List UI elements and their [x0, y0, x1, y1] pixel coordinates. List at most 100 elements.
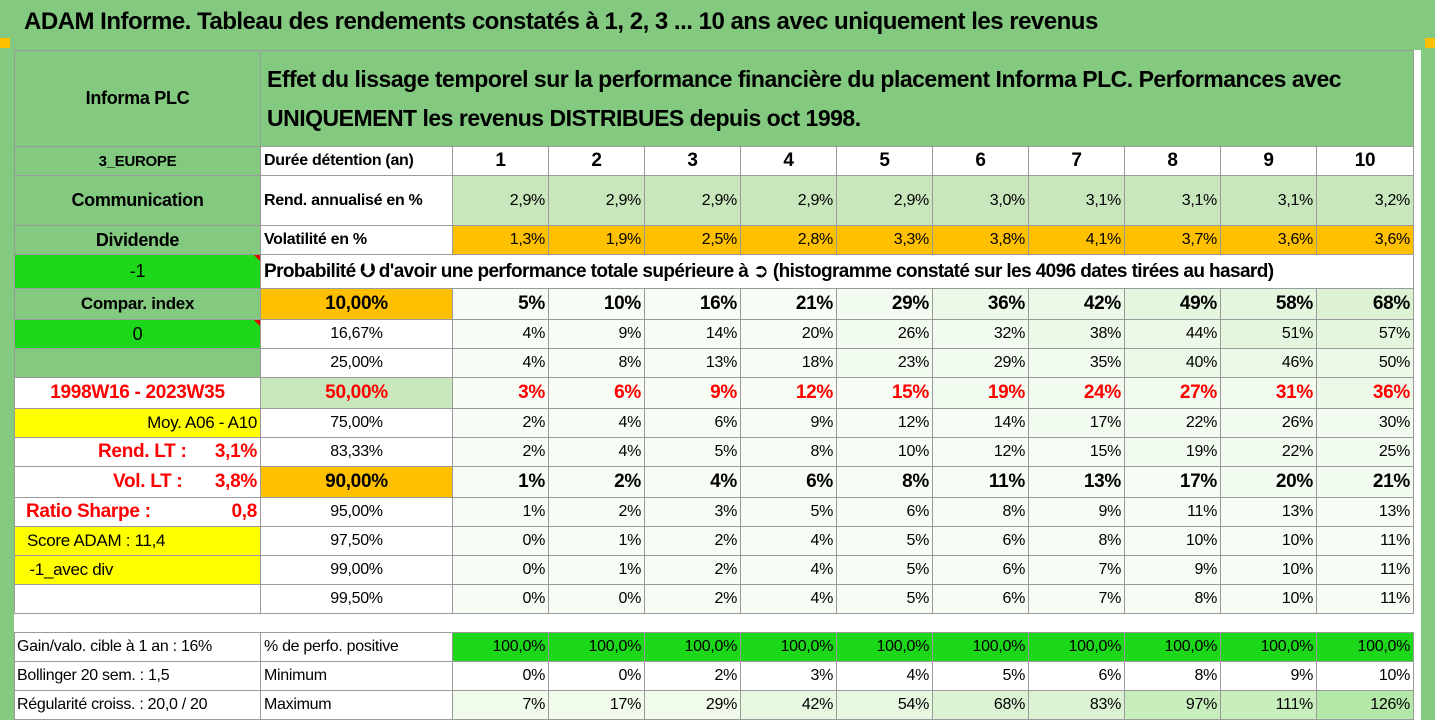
pos-cell: 100,0% — [1220, 632, 1317, 662]
max-cell: 42% — [740, 690, 837, 720]
prob-cell: 24% — [1028, 377, 1125, 409]
pos-cell: 100,0% — [932, 632, 1029, 662]
min-cell: 9% — [1220, 661, 1317, 691]
year-cell: 3 — [644, 146, 741, 176]
prob-cell: 9% — [548, 319, 645, 349]
prob-cell: 25% — [1316, 437, 1414, 467]
prob-cell: 6% — [932, 584, 1029, 614]
vol-cell: 1,9% — [548, 225, 645, 255]
prob-cell: 38% — [1028, 319, 1125, 349]
min-cell: 2% — [644, 661, 741, 691]
sector: Communication — [14, 175, 261, 226]
year-cell: 6 — [932, 146, 1029, 176]
percentile-cell: 83,33% — [260, 437, 453, 467]
rend-cell: 3,2% — [1316, 175, 1414, 226]
minus-one-cell[interactable]: -1 — [14, 254, 261, 289]
prob-cell: 29% — [836, 288, 933, 320]
rend-cell: 2,9% — [452, 175, 549, 226]
pos-cell: 100,0% — [1124, 632, 1221, 662]
prob-cell: 18% — [740, 348, 837, 378]
returns-table: Informa PLC Effet du lissage temporel su… — [14, 50, 1414, 614]
vol-lt-label: Vol. LT : — [113, 471, 183, 492]
percentile-cell: 25,00% — [260, 348, 453, 378]
prob-cell: 8% — [932, 497, 1029, 527]
prob-cell: 8% — [1028, 526, 1125, 556]
prob-cell: 40% — [1124, 348, 1221, 378]
prob-cell: 14% — [644, 319, 741, 349]
prob-cell: 9% — [644, 377, 741, 409]
prob-cell: 7% — [1028, 584, 1125, 614]
max-cell: 17% — [548, 690, 645, 720]
prob-cell: 4% — [740, 584, 837, 614]
year-cell: 4 — [740, 146, 837, 176]
rend-cell: 2,9% — [548, 175, 645, 226]
rend-cell: 3,1% — [1124, 175, 1221, 226]
percentile-cell: 90,00% — [260, 466, 453, 498]
year-cell: 2 — [548, 146, 645, 176]
max-cell: 7% — [452, 690, 549, 720]
year-cell: 10 — [1316, 146, 1414, 176]
prob-cell: 8% — [836, 466, 933, 498]
prob-cell: 2% — [452, 408, 549, 438]
prob-cell: 26% — [836, 319, 933, 349]
prob-cell: 49% — [1124, 288, 1221, 320]
prob-cell: 22% — [1220, 437, 1317, 467]
percentile-cell: 16,67% — [260, 319, 453, 349]
prob-cell: 35% — [1028, 348, 1125, 378]
prob-cell: 10% — [1220, 584, 1317, 614]
prob-cell: 9% — [1124, 555, 1221, 585]
prob-cell: 10% — [548, 288, 645, 320]
proba-header: Probabilité ⮋ d'avoir une performance to… — [260, 254, 1414, 289]
prob-cell: 27% — [1124, 377, 1221, 409]
prob-cell: 1% — [452, 497, 549, 527]
max-cell: 54% — [836, 690, 933, 720]
score-adam: Score ADAM : 11,4 — [14, 526, 261, 556]
vol-cell: 3,8% — [932, 225, 1029, 255]
prob-cell: 2% — [644, 555, 741, 585]
bollinger: Bollinger 20 sem. : 1,5 — [14, 661, 261, 691]
min-cell: 0% — [548, 661, 645, 691]
prob-cell: 12% — [836, 408, 933, 438]
prob-cell: 1% — [452, 466, 549, 498]
prob-cell: 2% — [644, 584, 741, 614]
prob-cell: 13% — [1220, 497, 1317, 527]
prob-cell: 42% — [1028, 288, 1125, 320]
pos-cell: 100,0% — [1028, 632, 1125, 662]
prob-cell: 11% — [1316, 555, 1414, 585]
prob-cell: 10% — [1220, 526, 1317, 556]
moy-label: Moy. A06 - A10 — [14, 408, 261, 438]
prob-cell: 3% — [644, 497, 741, 527]
label-rend: Rend. annualisé en % — [260, 175, 453, 226]
prob-cell: 21% — [740, 288, 837, 320]
pos-cell: 100,0% — [548, 632, 645, 662]
prob-cell: 6% — [548, 377, 645, 409]
vol-lt: Vol. LT : 3,8% — [14, 466, 261, 498]
prob-cell: 13% — [644, 348, 741, 378]
prob-cell: 0% — [452, 555, 549, 585]
dividend: Dividende — [14, 225, 261, 255]
prob-cell: 68% — [1316, 288, 1414, 320]
prob-cell: 29% — [932, 348, 1029, 378]
pos-cell: 100,0% — [452, 632, 549, 662]
prob-cell: 17% — [1028, 408, 1125, 438]
zero-cell[interactable]: 0 — [14, 319, 261, 349]
sharpe: Ratio Sharpe : 0,8 — [14, 497, 261, 527]
prob-cell: 5% — [740, 497, 837, 527]
prob-cell: 14% — [932, 408, 1029, 438]
prob-cell: 4% — [740, 555, 837, 585]
company-name: Informa PLC — [14, 50, 261, 147]
prob-cell: 30% — [1316, 408, 1414, 438]
rend-cell: 2,9% — [836, 175, 933, 226]
prob-cell: 22% — [1124, 408, 1221, 438]
prob-cell: 19% — [1124, 437, 1221, 467]
rend-cell: 3,1% — [1220, 175, 1317, 226]
prob-cell: 4% — [548, 437, 645, 467]
max-cell: 126% — [1316, 690, 1414, 720]
prob-cell: 36% — [932, 288, 1029, 320]
prob-cell: 11% — [932, 466, 1029, 498]
pos-cell: 100,0% — [740, 632, 837, 662]
rend-lt-label: Rend. LT : — [98, 441, 187, 462]
prob-cell: 6% — [836, 497, 933, 527]
prob-cell: 20% — [740, 319, 837, 349]
prob-cell: 5% — [644, 437, 741, 467]
